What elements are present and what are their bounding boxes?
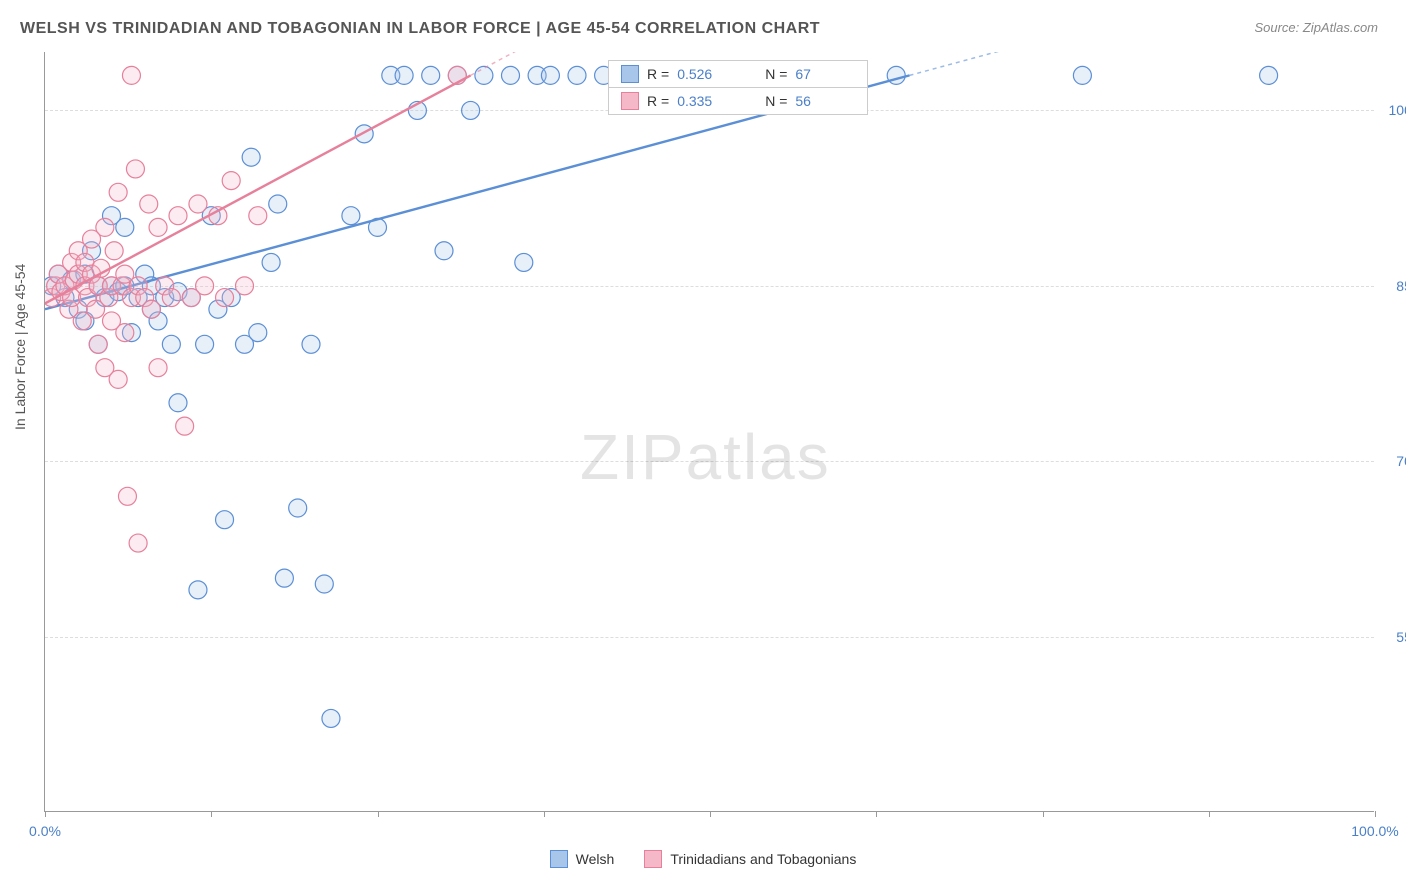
swatch-welsh (621, 65, 639, 83)
r-label: R = (647, 66, 669, 82)
y-tick-label: 70.0% (1380, 453, 1406, 469)
y-axis-label: In Labor Force | Age 45-54 (12, 264, 28, 430)
source-attribution: Source: ZipAtlas.com (1254, 20, 1378, 35)
chart-plot-area: 55.0%70.0%85.0%100.0%0.0%100.0% (44, 52, 1374, 812)
y-tick-label: 85.0% (1380, 278, 1406, 294)
n-value-trinidad: 56 (795, 93, 855, 109)
legend-label-trinidad: Trinidadians and Tobagonians (670, 851, 856, 867)
n-label: N = (765, 93, 787, 109)
n-value-welsh: 67 (795, 66, 855, 82)
r-label: R = (647, 93, 669, 109)
swatch-trinidad (621, 92, 639, 110)
swatch-welsh-bottom (550, 850, 568, 868)
chart-title: WELSH VS TRINIDADIAN AND TOBAGONIAN IN L… (20, 20, 820, 38)
x-tick-label: 0.0% (29, 823, 61, 839)
legend-label-welsh: Welsh (576, 851, 615, 867)
series-legend: Welsh Trinidadians and Tobagonians (0, 850, 1406, 868)
legend-item-trinidad: Trinidadians and Tobagonians (644, 850, 856, 868)
legend-row-trinidad: R = 0.335 N = 56 (609, 88, 867, 114)
y-tick-label: 100.0% (1380, 102, 1406, 118)
scatter-plot-svg (45, 52, 1375, 812)
r-value-trinidad: 0.335 (677, 93, 757, 109)
n-label: N = (765, 66, 787, 82)
x-tick-label: 100.0% (1351, 823, 1398, 839)
r-value-welsh: 0.526 (677, 66, 757, 82)
legend-row-welsh: R = 0.526 N = 67 (609, 61, 867, 88)
y-tick-label: 55.0% (1380, 629, 1406, 645)
legend-item-welsh: Welsh (550, 850, 615, 868)
correlation-stats-legend: R = 0.526 N = 67 R = 0.335 N = 56 (608, 60, 868, 115)
swatch-trinidad-bottom (644, 850, 662, 868)
